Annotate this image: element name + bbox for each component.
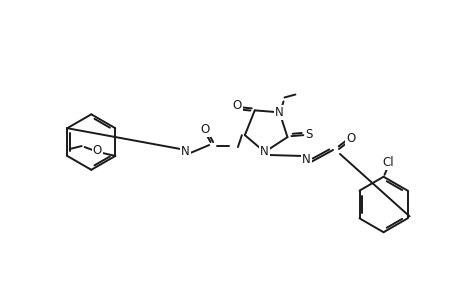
Text: Cl: Cl <box>382 156 393 170</box>
Text: S: S <box>305 128 312 141</box>
Text: O: O <box>200 123 209 136</box>
Text: N: N <box>274 106 283 119</box>
Text: O: O <box>232 99 241 112</box>
Text: O: O <box>93 145 102 158</box>
Text: O: O <box>346 132 355 145</box>
Text: N: N <box>260 146 269 158</box>
Text: N: N <box>301 153 310 167</box>
Text: N: N <box>181 146 190 158</box>
